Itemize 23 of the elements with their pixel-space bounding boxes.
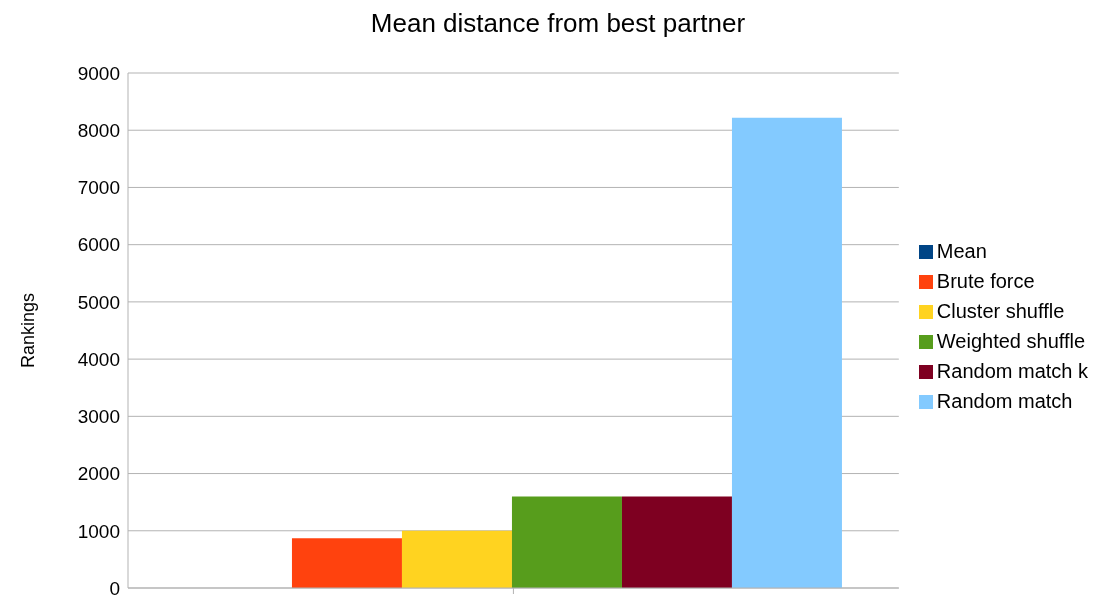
y-tick-label: 5000	[77, 291, 120, 313]
chart-title: Mean distance from best partner	[369, 8, 747, 40]
legend-label: Weighted shuffle	[936, 329, 1086, 352]
y-tick-label: 6000	[77, 234, 120, 256]
y-tick-label: 3000	[77, 406, 120, 428]
legend-label: Brute force	[936, 269, 1035, 292]
legend-label: Cluster shuffle	[936, 299, 1065, 322]
bar	[511, 496, 622, 588]
y-tick-label: 0	[109, 577, 120, 599]
y-tick-label: 2000	[77, 463, 120, 485]
y-tick-label: 8000	[77, 119, 120, 141]
y-axis-title: Rankings	[18, 292, 39, 369]
legend-label: Random match k	[936, 359, 1088, 382]
y-tick-label: 7000	[77, 177, 120, 199]
bar	[731, 117, 842, 588]
y-tick-label: 9000	[77, 62, 120, 84]
bar	[291, 538, 402, 588]
y-tick-label: 4000	[77, 348, 120, 370]
bar	[621, 496, 732, 588]
y-tick-label: 1000	[77, 520, 120, 542]
bar	[401, 530, 512, 588]
legend-label: Random match	[936, 389, 1073, 412]
legend-label: Mean	[936, 239, 987, 262]
